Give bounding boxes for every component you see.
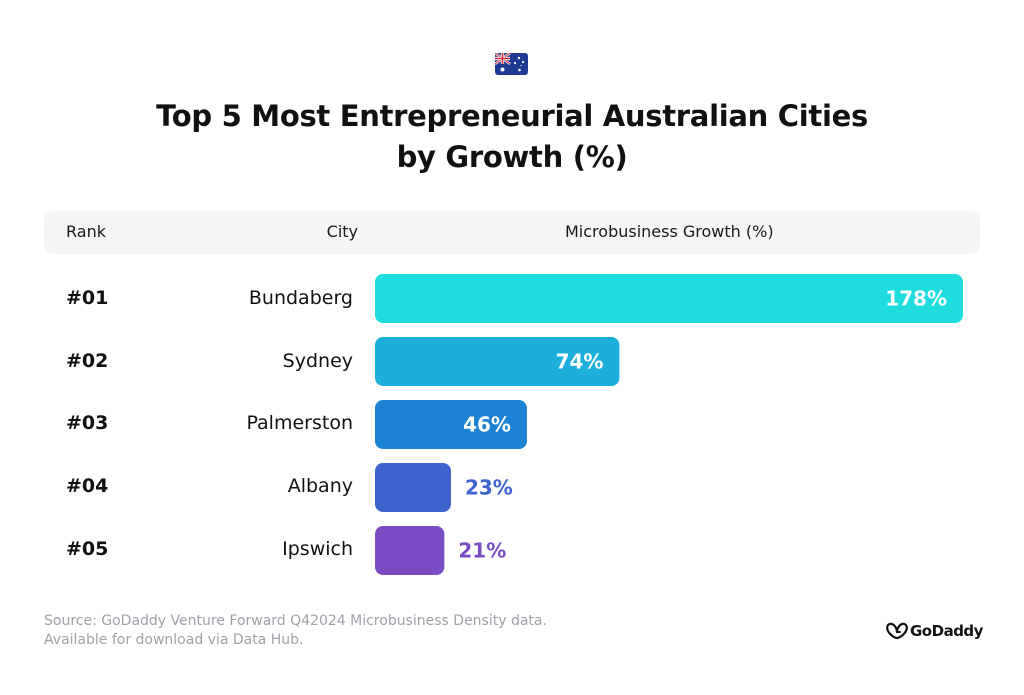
godaddy-mark-icon: [886, 622, 908, 640]
rank-label: #03: [66, 412, 109, 434]
bar-bundaberg: [375, 274, 963, 323]
header-city: City: [326, 222, 358, 241]
city-label: Palmerston: [246, 412, 353, 434]
value-label: 23%: [465, 476, 513, 500]
value-label: 46%: [463, 413, 511, 437]
rank-label: #02: [66, 350, 109, 372]
chart-title-line-2: by Growth (%): [396, 140, 628, 174]
city-label: Ipswich: [282, 538, 353, 560]
city-label: Bundaberg: [248, 287, 353, 309]
rank-label: #05: [66, 538, 109, 560]
bar-sydney: [375, 337, 620, 386]
rank-label: #01: [66, 287, 109, 309]
source-note: Source: GoDaddy Venture Forward Q42024 M…: [44, 612, 547, 650]
source-line-2: Available for download via Data Hub.: [44, 632, 304, 648]
australian-flag-icon: [495, 53, 528, 75]
rank-label: #04: [66, 475, 109, 497]
bar-albany: [375, 463, 451, 512]
brand-name: GoDaddy: [910, 622, 983, 640]
chart-title-line-1: Top 5 Most Entrepreneurial Australian Ci…: [156, 99, 868, 133]
value-label: 74%: [556, 350, 604, 374]
godaddy-logo: GoDaddy: [886, 622, 983, 640]
table-header-bar: [44, 211, 980, 254]
city-label: Albany: [287, 475, 353, 497]
value-label: 178%: [885, 287, 947, 311]
source-line-1: Source: GoDaddy Venture Forward Q42024 M…: [44, 613, 547, 629]
header-growth: Microbusiness Growth (%): [565, 222, 774, 241]
header-rank: Rank: [66, 222, 106, 241]
bar-ipswich: [375, 526, 445, 575]
bar-palmerston: [375, 400, 527, 449]
city-label: Sydney: [282, 350, 353, 372]
value-label: 21%: [458, 539, 506, 563]
